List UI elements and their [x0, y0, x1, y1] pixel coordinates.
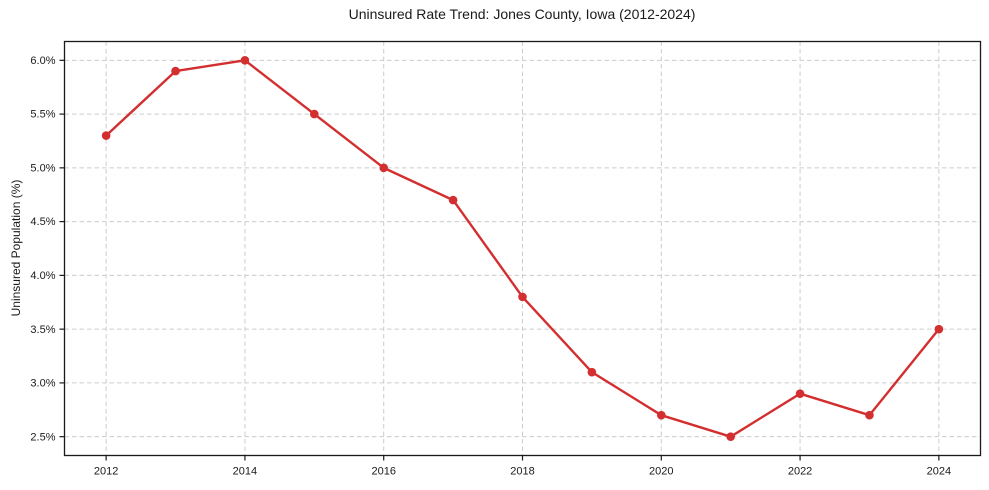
data-point-marker [379, 163, 389, 173]
data-point-marker [656, 410, 666, 420]
y-axis-title: Uninsured Population (%) [9, 179, 23, 317]
data-point-marker [865, 410, 874, 420]
x-tick-label: 2014 [233, 466, 257, 478]
x-tick-label: 2012 [94, 466, 118, 478]
y-tick-label: 3.0% [30, 378, 55, 390]
plot-border [63, 40, 982, 457]
data-point-marker [587, 367, 597, 377]
data-point-marker [795, 389, 805, 398]
x-tick-label: 2020 [649, 466, 673, 478]
data-point-marker [518, 292, 527, 302]
y-tick-label: 5.5% [30, 109, 55, 121]
x-tick-label: 2024 [927, 466, 951, 478]
x-tick-label: 2016 [371, 466, 395, 478]
x-tick-label: 2018 [510, 466, 534, 478]
x-tick-label: 2022 [788, 466, 812, 478]
data-point-marker [448, 195, 458, 205]
y-tick-label: 2.5% [30, 431, 55, 443]
data-point-marker [310, 109, 319, 119]
gridlines [64, 41, 981, 456]
data-point-marker [101, 131, 111, 140]
data-point-marker [934, 324, 944, 334]
data-point-marker [240, 56, 250, 65]
y-tick-label: 5.0% [30, 162, 55, 174]
data-point-marker [171, 66, 180, 76]
y-tick-label: 6.0% [30, 55, 55, 67]
axis-ticks: 2.5% 3.0% 3.5% 4.0% 4.5% 5.0% 5.5% 6.0% 2012 2014… [30, 55, 951, 478]
data-point-marker [726, 432, 735, 441]
y-tick-label: 4.0% [30, 270, 55, 282]
y-tick-label: 3.5% [30, 324, 55, 336]
y-tick-label: 4.5% [30, 216, 55, 228]
chart-title: Uninsured Rate Trend: Jones County, Iowa… [348, 6, 696, 22]
